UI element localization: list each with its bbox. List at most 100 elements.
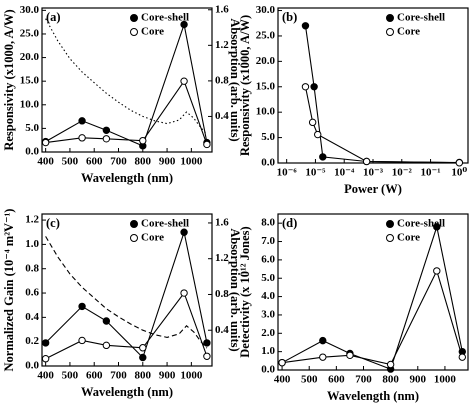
panel: 10⁻⁶ 10⁻⁵ 10⁻⁴ 10⁻³ 10⁻² 10⁻¹ 10⁰ 0.0 5.0 10.0 15.… (238, 4, 469, 196)
y-tick-label: 2.0 (261, 327, 275, 339)
data-point (41, 138, 50, 147)
y2-tick-label: 1.6 (215, 3, 229, 15)
y-tick-label: 15.0 (20, 75, 40, 87)
y-tick-label: 20.0 (20, 51, 40, 63)
y-axis-label: Normalized Gain (10⁻⁴ m²V⁻¹) (2, 209, 16, 372)
y-tick-label: 0.4 (25, 311, 39, 323)
legend-marker (130, 14, 138, 22)
x-tick-label: 700 (355, 374, 372, 386)
data-point (319, 336, 327, 345)
data-point (41, 339, 50, 347)
y-tick-label: 25.0 (20, 27, 40, 39)
panel-label: (c) (46, 216, 60, 230)
y-tick-label: 0.0 (261, 157, 275, 169)
y2-tick-label: 1.6 (215, 216, 229, 228)
x-axis-label: Wavelength (nm) (327, 389, 419, 403)
series-line (45, 230, 208, 359)
data-point (203, 352, 211, 360)
x-tick-label: 500 (62, 156, 79, 168)
y-tick-label: 0.0 (25, 146, 39, 158)
data-point (102, 341, 111, 350)
x-tick-label: 400 (37, 370, 54, 382)
panel: 400 500 600 700 800 900 1000 0.0 5.0 10.0 15.0 20.0… (2, 3, 242, 185)
legend-label: Core (141, 232, 164, 244)
data-point (139, 344, 147, 352)
x-tick-label: 10⁻³ (363, 167, 384, 179)
y-tick-label: 10.0 (20, 98, 40, 110)
data-point (308, 118, 317, 127)
x-tick-label: 10⁰ (451, 167, 467, 179)
legend-label: Core-shell (397, 12, 445, 24)
x-tick-label: 800 (135, 156, 152, 168)
data-point (180, 289, 188, 297)
y-axis-label: Responsivity (x1000, A/W) (2, 9, 16, 150)
legend-marker (386, 14, 394, 22)
data-point (362, 157, 371, 166)
data-point (203, 140, 211, 149)
y-tick-label: 30.0 (20, 4, 40, 16)
data-point (180, 20, 188, 29)
x-tick-label: 10⁻⁶ (277, 167, 298, 179)
y2-tick-label: 0.8 (215, 74, 229, 86)
legend-marker (130, 234, 138, 242)
series-line (304, 25, 460, 164)
y-tick-label: 0.2 (25, 335, 39, 347)
legend-label: Core-shell (141, 12, 189, 24)
panel-label: (d) (282, 216, 297, 230)
data-point (301, 83, 310, 91)
data-point (314, 130, 322, 139)
y-tick-label: 7.0 (261, 235, 275, 247)
legend-marker (130, 220, 138, 228)
plot-frame (41, 213, 213, 367)
data-point (203, 339, 211, 347)
y2-axis-label: Absorption (arb. units) (228, 228, 242, 351)
x-tick-label: 800 (135, 370, 152, 382)
absorption-line (45, 18, 208, 135)
x-tick-label: 400 (37, 156, 54, 168)
data-point (78, 117, 86, 125)
y2-tick-label: 0.4 (215, 324, 229, 336)
y-tick-label: 5.0 (261, 272, 275, 284)
y-tick-label: 20.0 (256, 55, 276, 67)
y-tick-label: 15.0 (256, 80, 276, 92)
data-point (346, 351, 354, 360)
y-tick-label: 30.0 (256, 4, 276, 16)
panel-label: (b) (282, 10, 297, 24)
data-point (433, 223, 441, 231)
plot-frame (277, 213, 469, 371)
y-tick-label: 10.0 (256, 106, 276, 118)
x-axis-label: Power (W) (344, 182, 402, 196)
x-tick-label: 400 (274, 374, 291, 386)
x-tick-label: 900 (159, 156, 176, 168)
legend-label: Core (141, 26, 164, 38)
data-point (301, 22, 310, 30)
x-tick-label: 10⁻² (392, 167, 413, 179)
y-tick-label: 8.0 (261, 217, 275, 229)
y-axis-label: Responsivity (x1000, A/W) (238, 15, 252, 156)
x-tick-label: 500 (62, 370, 79, 382)
x-tick-label: 10⁻¹ (421, 167, 441, 179)
x-axis-label: Wavelength (nm) (81, 385, 173, 399)
data-point (78, 134, 86, 142)
y-tick-label: 6.0 (261, 253, 275, 265)
data-point (41, 355, 50, 363)
y-tick-label: 25.0 (256, 29, 276, 41)
data-point (102, 135, 111, 143)
data-point (78, 302, 86, 311)
x-tick-label: 500 (301, 374, 318, 386)
data-point (319, 353, 327, 361)
data-point (78, 336, 86, 345)
series-line (45, 22, 208, 147)
y-tick-label: 1.0 (261, 345, 275, 357)
x-tick-label: 600 (328, 374, 345, 386)
x-tick-label: 700 (110, 370, 127, 382)
x-tick-label: 1000 (180, 156, 203, 168)
x-tick-label: 900 (410, 374, 427, 386)
data-point (310, 83, 318, 91)
absorption-line (45, 236, 208, 349)
series-line (45, 80, 208, 145)
data-point (139, 136, 147, 145)
data-point (319, 153, 327, 161)
x-tick-label: 800 (382, 374, 399, 386)
series-line (304, 86, 460, 164)
